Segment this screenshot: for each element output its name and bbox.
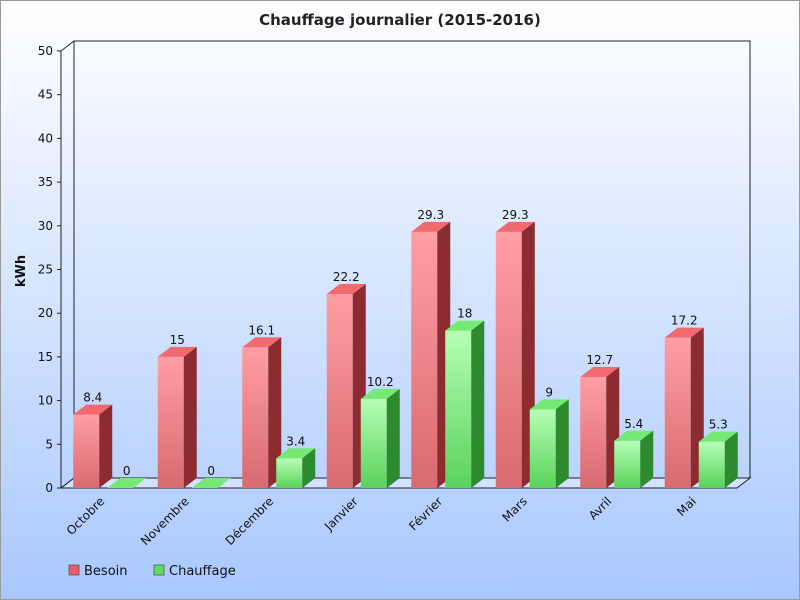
legend: Besoin Chauffage <box>68 564 236 579</box>
bar-besoin-décembre <box>242 347 269 488</box>
bar-besoin-février <box>411 231 438 488</box>
bar-top-chauffage-octobre <box>107 478 147 488</box>
chart-title: Chauffage journalier (2015-2016) <box>259 11 541 29</box>
data-label-chauffage-février: 18 <box>457 307 472 321</box>
bar-besoin-avril <box>580 377 607 488</box>
data-label-chauffage-mai: 5.3 <box>709 418 728 432</box>
data-label-besoin-octobre: 8.4 <box>83 391 102 405</box>
bar-side-besoin-octobre <box>99 404 113 488</box>
y-tick-label: 35 <box>38 175 53 189</box>
data-label-besoin-avril: 12.7 <box>586 353 613 367</box>
bar-side-besoin-décembre <box>268 337 282 488</box>
data-label-chauffage-janvier: 10.2 <box>367 375 394 389</box>
y-tick-label: 40 <box>38 131 53 145</box>
bar-besoin-novembre <box>157 356 184 488</box>
y-tick-label: 50 <box>38 44 53 58</box>
bar-besoin-mai <box>664 337 691 488</box>
data-label-besoin-mars: 29.3 <box>502 208 529 222</box>
data-label-besoin-novembre: 15 <box>170 333 185 347</box>
data-labels: 8.4 0 15 0 16.1 3.4 22.2 10.2 29.3 18 29.3 9 12.7 5.4… <box>83 208 728 478</box>
bar-side-chauffage-janvier <box>386 388 400 488</box>
bar-side-chauffage-mai <box>724 431 738 488</box>
bar-besoin-octobre <box>73 414 100 488</box>
bar-besoin-janvier <box>326 293 353 488</box>
bar-besoin-mars <box>495 231 522 488</box>
y-tick-label: 10 <box>38 394 53 408</box>
bar-chauffage-janvier <box>360 398 387 488</box>
bar-top-chauffage-novembre <box>191 478 231 488</box>
legend-label-chauffage: Chauffage <box>169 564 236 579</box>
legend-swatch-besoin <box>68 564 80 576</box>
data-label-chauffage-décembre: 3.4 <box>286 434 305 448</box>
data-label-chauffage-octobre: 0 <box>123 464 131 478</box>
bar-chauffage-février <box>445 330 472 488</box>
y-tick-label: 20 <box>38 306 53 320</box>
y-tick-label: 5 <box>45 437 53 451</box>
y-axis-top-edge <box>60 40 75 52</box>
y-tick-label: 0 <box>45 481 53 495</box>
bar-chauffage-décembre <box>276 458 303 488</box>
bar-chauffage-avril <box>614 440 641 488</box>
data-label-besoin-février: 29.3 <box>417 208 444 222</box>
bar-side-chauffage-avril <box>640 430 654 488</box>
legend-label-besoin: Besoin <box>84 564 128 579</box>
y-tick-label: 45 <box>38 88 53 102</box>
y-tick-label: 15 <box>38 350 53 364</box>
bar-chauffage-mars <box>529 409 556 488</box>
data-label-besoin-mai: 17.2 <box>671 314 698 328</box>
y-tick-label: 25 <box>38 263 53 277</box>
bar-side-chauffage-mars <box>555 399 569 488</box>
data-label-chauffage-mars: 9 <box>545 385 553 399</box>
data-label-besoin-décembre: 16.1 <box>248 323 275 337</box>
legend-swatch-chauffage <box>153 564 165 576</box>
bars <box>73 221 738 488</box>
bar-chauffage-mai <box>698 441 725 488</box>
y-axis-title: kWh <box>14 255 29 287</box>
data-label-besoin-janvier: 22.2 <box>333 270 360 284</box>
y-tick-label: 30 <box>38 219 53 233</box>
data-label-chauffage-avril: 5.4 <box>624 417 643 431</box>
bar-side-besoin-novembre <box>183 346 197 488</box>
data-label-chauffage-novembre: 0 <box>207 464 215 478</box>
bar-side-chauffage-février <box>471 320 485 488</box>
bar-side-chauffage-décembre <box>302 448 316 488</box>
